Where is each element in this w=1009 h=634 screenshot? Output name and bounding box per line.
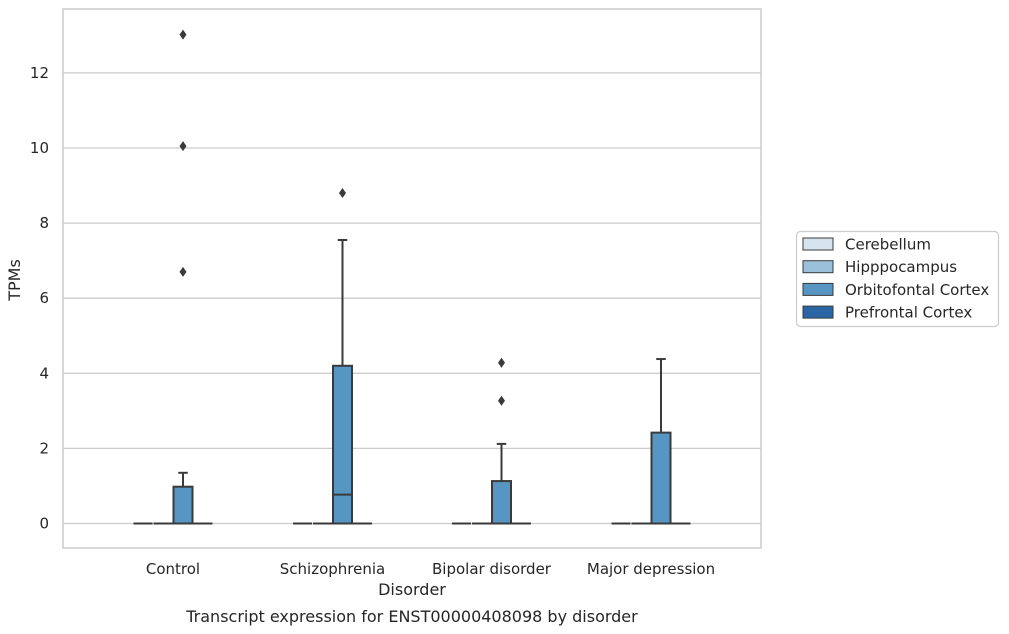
y-tick-labels: 0 2 4 6 8 10 12 <box>30 64 49 533</box>
outlier-point <box>498 395 505 406</box>
box-orbitofontal-cortex-major-depression <box>650 358 672 525</box>
legend-item: Orbitofontal Cortex <box>802 281 989 299</box>
legend-frame <box>795 230 1000 328</box>
outlier-point <box>498 357 505 368</box>
legend-label: Cerebellum <box>845 236 931 254</box>
box-iqr <box>332 364 353 525</box>
chart-caption: Transcript expression for ENST0000040809… <box>185 607 638 626</box>
legend-label: Orbitofontal Cortex <box>845 281 989 299</box>
legend-swatch <box>802 237 834 251</box>
box-iqr <box>172 485 194 525</box>
y-tick-label: 8 <box>39 214 49 232</box>
y-tick-label: 4 <box>39 364 49 382</box>
legend: Cerebellum Hipppocampus Orbitofontal Corte… <box>795 230 1000 328</box>
legend-label: Hipppocampus <box>845 258 957 276</box>
x-tick-labels: Control Schizophrenia Bipolar disorder Majo… <box>146 560 715 578</box>
y-tick-label: 6 <box>39 289 49 307</box>
legend-swatch <box>802 260 834 274</box>
legend-label: Prefrontal Cortex <box>845 304 972 322</box>
legend-item: Hipppocampus <box>802 258 957 276</box>
box-iqr <box>650 431 672 525</box>
x-axis-title: Disorder <box>378 580 446 599</box>
legend-item: Prefrontal Cortex <box>802 304 972 322</box>
box-orbitofontal-cortex-control <box>172 29 194 525</box>
x-tick-label: Major depression <box>587 560 715 578</box>
outlier-point <box>179 266 187 277</box>
x-tick-label: Control <box>146 560 200 578</box>
y-tick-label: 12 <box>30 64 49 82</box>
outlier-point <box>179 29 187 40</box>
legend-item: Cerebellum <box>802 236 931 254</box>
box-orbitofontal-cortex-schizophrenia <box>332 188 353 525</box>
x-tick-label: Bipolar disorder <box>432 560 552 578</box>
legend-swatch <box>802 282 834 296</box>
y-tick-label: 2 <box>39 439 49 457</box>
plot-frame <box>62 8 762 549</box>
y-tick-label: 10 <box>30 139 49 157</box>
boxes <box>133 29 691 525</box>
outlier-point <box>339 188 346 199</box>
legend-swatch <box>802 305 834 319</box>
x-tick-label: Schizophrenia <box>280 560 385 578</box>
y-axis-title: TPMs <box>5 259 24 302</box>
outlier-point <box>179 141 187 152</box>
box-orbitofontal-cortex-bipolar-disorder <box>491 357 512 525</box>
box-iqr <box>491 480 512 525</box>
y-tick-label: 0 <box>39 515 49 533</box>
